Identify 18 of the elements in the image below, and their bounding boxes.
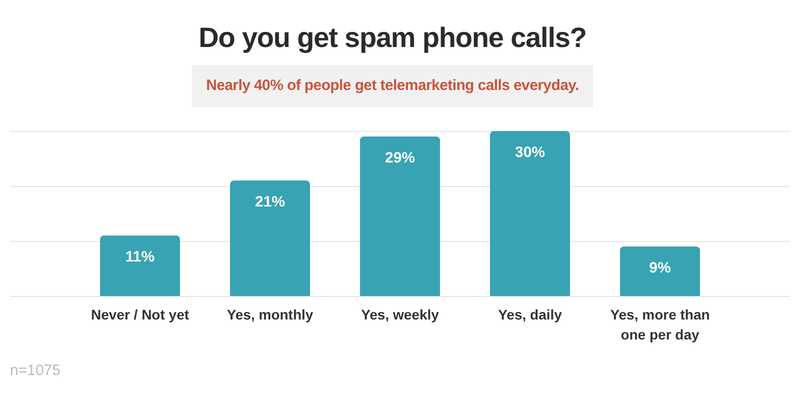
x-tick-label: Yes, monthly [226, 306, 314, 323]
data-label: 30% [514, 144, 546, 162]
bar [620, 246, 700, 296]
x-tick-label: Yes, daily [498, 306, 562, 323]
bar [230, 180, 310, 296]
chart-subtitle: Nearly 40% of people get telemarketing calls everyday. [192, 65, 593, 107]
text: n=1075 [10, 362, 60, 379]
chart-title: Do you get spam phone calls? [198, 21, 588, 55]
bar [360, 136, 440, 296]
data-label: 9% [649, 260, 671, 277]
bar [100, 236, 180, 296]
x-tick-label: Yes, weekly [361, 306, 440, 323]
x-tick-label: Yes, more than one per day [610, 306, 710, 342]
data-label: 11% [125, 248, 155, 266]
data-label: 21% [254, 194, 286, 211]
bar [490, 131, 570, 296]
x-tick-label: Never / Not yet [90, 306, 190, 323]
data-label: 29% [384, 150, 416, 167]
